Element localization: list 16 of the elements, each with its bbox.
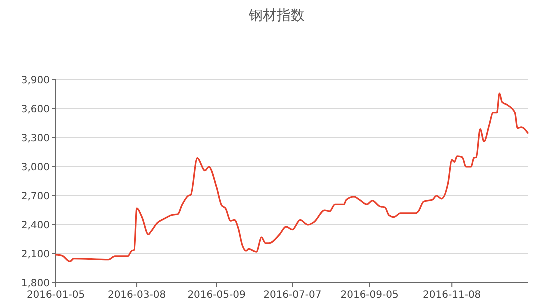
x-tick-label: 2016-11-08 bbox=[423, 290, 482, 301]
x-tick-label: 2016-05-09 bbox=[188, 290, 246, 301]
y-tick-label: 1,800 bbox=[21, 278, 50, 290]
y-tick-label: 2,400 bbox=[21, 220, 50, 232]
x-tick-label: 2016-01-05 bbox=[26, 290, 86, 301]
x-tick-label: 2016-07-07 bbox=[264, 290, 322, 301]
x-tick-label: 2016-03-08 bbox=[108, 290, 166, 301]
chart-title: 钢材指数 bbox=[248, 8, 305, 24]
y-tick-label: 2,100 bbox=[21, 250, 50, 260]
y-tick-label: 3,300 bbox=[21, 134, 50, 144]
x-tick-label: 2016-09-05 bbox=[340, 290, 399, 301]
y-tick-label: 3,900 bbox=[21, 76, 50, 86]
y-tick-label: 3,000 bbox=[21, 162, 50, 174]
y-tick-label: 2,700 bbox=[21, 192, 50, 202]
line-series bbox=[55, 92, 529, 263]
y-tick-label: 3,600 bbox=[21, 104, 50, 116]
